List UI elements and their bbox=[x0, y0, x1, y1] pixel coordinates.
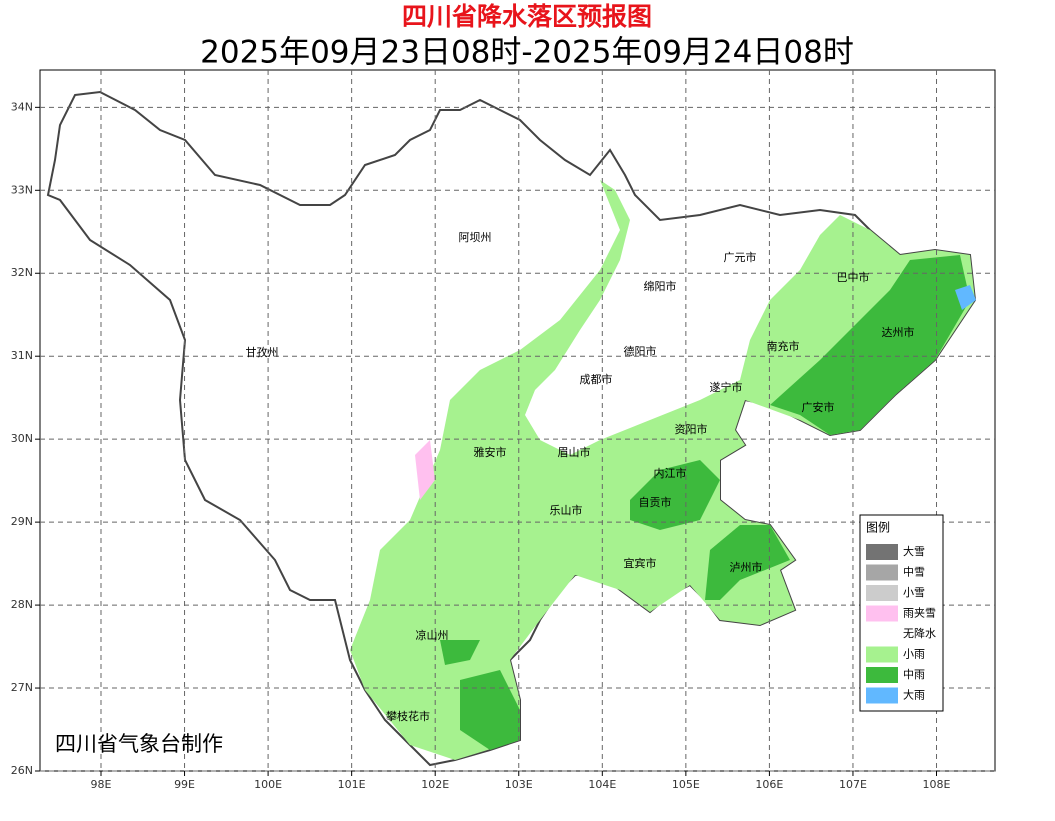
y-tick-label: 27N bbox=[11, 681, 33, 694]
legend-swatch bbox=[866, 667, 898, 683]
x-tick-label: 107E bbox=[839, 778, 867, 791]
city-labels: 阿坝州 广元市 巴中市 绵阳市 达州市 甘孜州 德阳市 南充市 成都市 遂宁市 … bbox=[246, 230, 915, 723]
city-label: 达州市 bbox=[882, 325, 915, 339]
city-label: 凉山州 bbox=[416, 628, 449, 642]
city-label: 绵阳市 bbox=[644, 279, 677, 293]
moderate-rain-area bbox=[770, 255, 970, 435]
city-label: 广安市 bbox=[802, 400, 835, 414]
moderate-rain-area bbox=[630, 460, 720, 530]
legend-label: 中雪 bbox=[903, 566, 925, 579]
city-label: 广元市 bbox=[724, 250, 757, 264]
sleet-area bbox=[415, 440, 435, 500]
legend-label: 小雪 bbox=[903, 586, 925, 599]
city-label: 自贡市 bbox=[639, 495, 672, 509]
legend-label: 无降水 bbox=[903, 626, 936, 640]
x-tick-label: 101E bbox=[338, 778, 366, 791]
x-tick-label: 99E bbox=[174, 778, 195, 791]
city-label: 德阳市 bbox=[624, 344, 657, 358]
heavy-rain-area bbox=[955, 285, 976, 310]
y-tick-label: 33N bbox=[11, 183, 33, 196]
map-title: 四川省降水落区预报图 bbox=[402, 2, 652, 31]
map-areas bbox=[46, 90, 977, 767]
legend-swatch bbox=[866, 687, 898, 704]
city-label: 泸州市 bbox=[730, 560, 763, 574]
y-tick-label: 32N bbox=[11, 266, 33, 279]
moderate-rain-area bbox=[705, 525, 790, 600]
legend-label: 大雨 bbox=[903, 688, 925, 702]
legend-swatch bbox=[866, 564, 898, 581]
x-tick-label: 108E bbox=[923, 778, 951, 791]
moderate-rain-area bbox=[440, 640, 480, 665]
legend-swatch bbox=[866, 626, 898, 642]
city-label: 阿坝州 bbox=[459, 230, 492, 244]
city-label: 乐山市 bbox=[550, 503, 583, 517]
city-label: 巴中市 bbox=[837, 270, 870, 284]
city-label: 甘孜州 bbox=[246, 345, 279, 359]
y-tick-label: 28N bbox=[11, 598, 33, 611]
city-label: 南充市 bbox=[767, 339, 800, 353]
city-label: 内江市 bbox=[654, 466, 687, 480]
x-tick-label: 102E bbox=[421, 778, 449, 791]
y-tick-label: 34N bbox=[11, 100, 33, 113]
graticule bbox=[40, 70, 995, 772]
city-label: 遂宁市 bbox=[710, 380, 743, 394]
city-label: 宜宾市 bbox=[624, 556, 657, 570]
credit: 四川省气象台制作 bbox=[55, 732, 223, 756]
legend-swatch bbox=[866, 605, 898, 622]
x-tick-label: 104E bbox=[588, 778, 616, 791]
city-label: 资阳市 bbox=[675, 422, 708, 436]
x-tick-label: 106E bbox=[755, 778, 783, 791]
y-tick-label: 26N bbox=[11, 764, 33, 777]
x-tick-label: 100E bbox=[254, 778, 282, 791]
x-tick-label: 98E bbox=[91, 778, 112, 791]
city-label: 眉山市 bbox=[558, 445, 591, 459]
city-label: 攀枝花市 bbox=[386, 709, 430, 723]
city-label: 雅安市 bbox=[474, 445, 507, 459]
x-tick-label: 105E bbox=[672, 778, 700, 791]
legend-label: 大雪 bbox=[903, 544, 925, 558]
legend-label: 小雨 bbox=[903, 648, 925, 661]
city-label: 成都市 bbox=[580, 372, 613, 386]
x-tick-label: 103E bbox=[505, 778, 533, 791]
legend-swatch bbox=[866, 585, 898, 601]
moderate-rain-area bbox=[460, 670, 520, 750]
legend-label: 雨夹雪 bbox=[903, 607, 936, 620]
y-tick-label: 31N bbox=[11, 349, 33, 362]
legend-swatch bbox=[866, 646, 898, 663]
y-tick-label: 29N bbox=[11, 515, 33, 528]
legend-swatch bbox=[866, 544, 898, 560]
map-subtitle: 2025年09月23日08时-2025年09月24日08时 bbox=[200, 35, 854, 71]
legend-title: 图例 bbox=[866, 521, 890, 535]
y-tick-label: 30N bbox=[11, 432, 33, 445]
legend-label: 中雨 bbox=[903, 668, 925, 681]
